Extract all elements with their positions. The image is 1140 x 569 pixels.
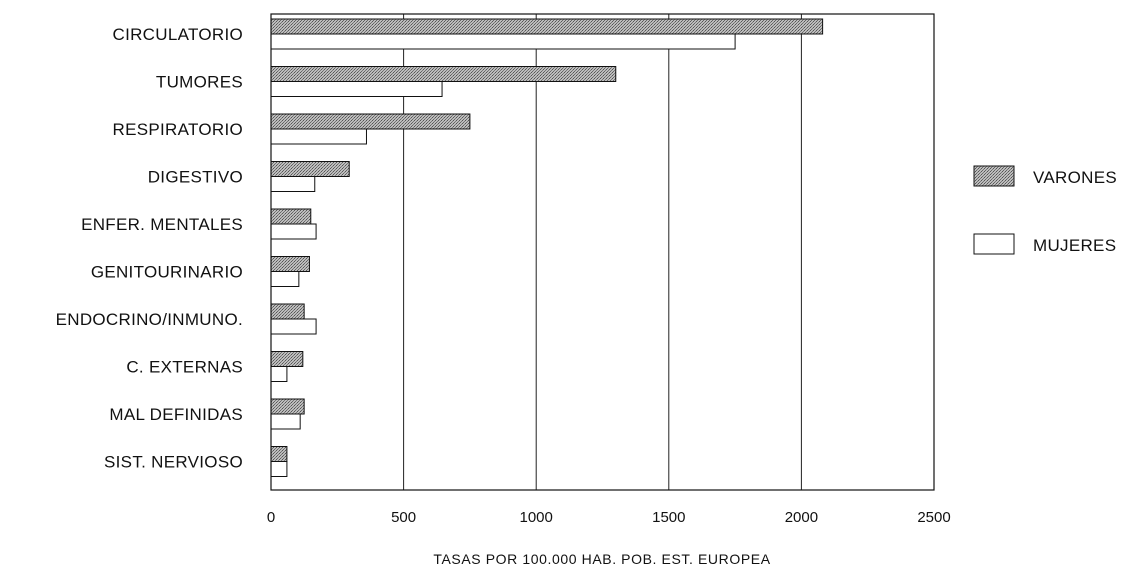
category-label: ENFER. MENTALES [81,215,243,234]
bar-varones [270,208,312,225]
category-label: MAL DEFINIDAS [109,405,243,424]
bar-mujeres [270,176,316,192]
category-label: GENITOURINARIO [91,263,243,282]
x-tick-label: 0 [267,509,275,526]
category-label: CIRCULATORIO [113,25,244,44]
bar-varones [270,446,288,462]
bar-mujeres [270,33,736,50]
bars [270,18,824,477]
legend: VARONES MUJERES [973,165,1117,255]
legend-label-mujeres: MUJERES [1033,236,1116,255]
x-tick-label: 500 [391,509,416,526]
bar-varones [270,256,310,272]
category-label: TUMORES [156,73,243,92]
category-label: C. EXTERNAS [126,358,243,377]
legend-label-varones: VARONES [1033,168,1117,187]
gridlines [403,14,802,490]
category-label: RESPIRATORIO [113,120,244,139]
bar-varones [270,303,305,320]
bar-mujeres [270,128,367,145]
x-tick-label: 1500 [652,509,685,526]
x-tick-label: 2500 [917,509,950,526]
legend-swatch-varones [973,165,1015,187]
category-labels: CIRCULATORIO TUMORES RESPIRATORIO DIGESTIVO… [56,25,243,472]
bar-mujeres [270,81,443,97]
bar-varones [270,161,350,177]
bar-varones [270,18,824,35]
bar-varones [270,398,305,415]
bar-mujeres [270,271,300,287]
category-label: DIGESTIVO [148,168,243,187]
category-label: SIST. NERVIOSO [104,453,243,472]
x-tick-label: 2000 [785,509,818,526]
x-axis-label: TASAS POR 100.000 HAB. POB. EST. EUROPEA [433,551,770,567]
bar-varones [270,351,304,367]
bar-mujeres [270,366,288,382]
bar-varones [270,66,617,82]
category-label: ENDOCRINO/INMUNO. [56,310,243,329]
bar-mujeres [270,223,317,240]
x-tick-labels: 0 500 1000 1500 2000 2500 [267,509,951,526]
bar-varones [270,113,471,130]
x-tick-label: 1000 [520,509,553,526]
plot-frame [270,13,935,491]
bar-mujeres [270,413,301,430]
legend-swatch-mujeres [973,233,1015,255]
bar-mujeres [270,461,288,477]
bar-mujeres [270,318,317,335]
